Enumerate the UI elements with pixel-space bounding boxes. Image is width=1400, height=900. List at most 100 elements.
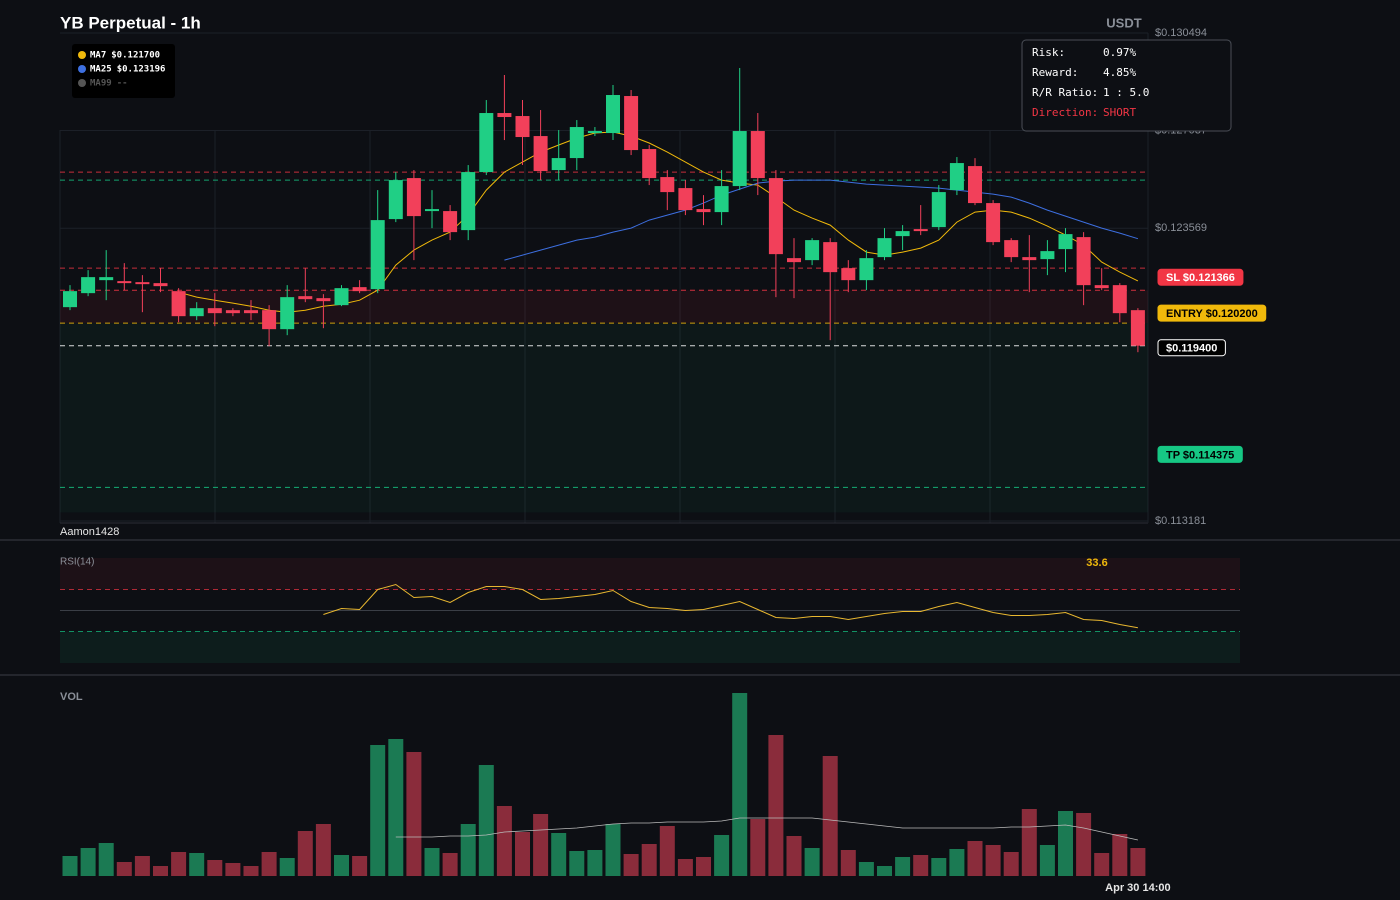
volume-bar xyxy=(1021,809,1037,876)
candle-body xyxy=(913,229,928,232)
candle-body xyxy=(370,220,385,290)
candle-body xyxy=(153,283,168,287)
volume-bar xyxy=(551,833,567,876)
candle-body xyxy=(171,291,186,317)
info-value: SHORT xyxy=(1103,106,1136,119)
candle-body xyxy=(841,268,856,281)
legend-value: -- xyxy=(117,79,128,89)
volume-bar xyxy=(334,855,349,876)
volume-bar xyxy=(877,866,892,876)
oversold-zone xyxy=(60,631,1240,663)
candle-body xyxy=(642,149,657,179)
volume-bar xyxy=(424,848,440,876)
volume-bar xyxy=(1130,848,1146,876)
rsi-line xyxy=(323,583,1138,629)
volume-bar xyxy=(370,745,386,876)
volume-bar xyxy=(515,832,530,876)
volume-bar xyxy=(496,806,512,876)
candle-body xyxy=(515,116,530,138)
volume-bar xyxy=(732,693,748,876)
volume-title: VOL xyxy=(60,691,83,703)
candle-body xyxy=(949,163,964,191)
level-badge xyxy=(1157,304,1267,322)
legend-value: $0.121700 xyxy=(111,51,160,61)
volume-bar xyxy=(804,848,820,876)
info-value: 1 : 5.0 xyxy=(1103,86,1149,99)
level-label: TP $0.114375 xyxy=(1166,449,1234,461)
volume-bar xyxy=(696,857,711,876)
y-tick-label: $0.113181 xyxy=(1155,515,1206,527)
volume-bar xyxy=(134,856,150,876)
candle-body xyxy=(316,298,331,302)
volume-bar xyxy=(406,752,422,876)
risk-zone xyxy=(60,290,1148,324)
volume-bar xyxy=(768,735,784,876)
candle-body xyxy=(298,296,313,300)
candle-body xyxy=(443,211,458,233)
candle-body xyxy=(425,209,439,212)
ma-line xyxy=(504,179,1139,261)
volume-bar xyxy=(225,863,241,876)
volume-bar xyxy=(243,866,259,876)
volume-bar xyxy=(1003,852,1019,876)
volume-bar xyxy=(786,836,802,876)
volume-bar xyxy=(840,850,856,876)
candle-body xyxy=(406,178,421,217)
volume-bar xyxy=(261,852,277,876)
candle-body xyxy=(189,308,204,317)
legend-dot xyxy=(78,51,86,59)
candle-body xyxy=(1094,285,1109,289)
rsi-value: 33.6 xyxy=(1086,557,1107,569)
info-label: Risk: xyxy=(1032,46,1065,59)
volume-bar xyxy=(949,849,965,876)
volume-bar xyxy=(967,841,983,876)
candle-body xyxy=(660,177,675,193)
volume-bar xyxy=(1039,845,1055,876)
candle-body xyxy=(352,287,367,292)
volume-bar xyxy=(478,765,494,876)
candle-body xyxy=(624,96,639,151)
candle-body xyxy=(262,310,277,330)
x-tick-label: Apr 30 14:00 xyxy=(1105,882,1170,894)
volume-bar xyxy=(677,859,693,876)
candle-body xyxy=(805,240,820,261)
candle-body xyxy=(63,291,77,308)
candle-body xyxy=(732,131,747,187)
volume-bar xyxy=(1094,853,1110,876)
candle-body xyxy=(461,172,476,231)
reward-zone xyxy=(60,323,1148,513)
volume-bar xyxy=(533,814,549,876)
legend-name: MA99 xyxy=(90,79,112,89)
volume-bar xyxy=(641,844,657,876)
legend-dot xyxy=(78,79,86,87)
candle-body xyxy=(750,131,765,179)
candle-body xyxy=(696,209,711,213)
rsi-title: RSI(14) xyxy=(60,557,94,568)
candle-body xyxy=(1004,240,1019,258)
volume-bar xyxy=(605,824,621,876)
volume-bar xyxy=(297,831,313,876)
level-label: SL $0.121366 xyxy=(1166,272,1235,284)
info-value: 0.97% xyxy=(1103,46,1136,59)
marks: $0.130494$0.127037$0.123569$0.113181Apr … xyxy=(60,27,1267,894)
candle-body xyxy=(1058,234,1073,250)
volume-bar xyxy=(207,860,223,876)
candle-body xyxy=(678,188,693,211)
candle-body xyxy=(207,308,222,314)
candle-body xyxy=(859,258,874,281)
candle-body xyxy=(1076,237,1091,286)
info-box xyxy=(1021,39,1232,132)
volume-bar xyxy=(714,835,730,876)
volume-bar xyxy=(1076,813,1092,876)
volume-bar xyxy=(913,855,929,876)
level-label: $0.119400 xyxy=(1166,343,1217,355)
volume-bar xyxy=(750,819,766,876)
y-tick-label: $0.123569 xyxy=(1155,222,1207,234)
volume-bar xyxy=(623,854,639,876)
volume-bar xyxy=(1112,834,1128,876)
volume-bar xyxy=(1058,811,1073,876)
candle-body xyxy=(479,113,494,173)
watermark: Aamon1428 xyxy=(60,526,119,538)
candle-body xyxy=(877,238,892,258)
